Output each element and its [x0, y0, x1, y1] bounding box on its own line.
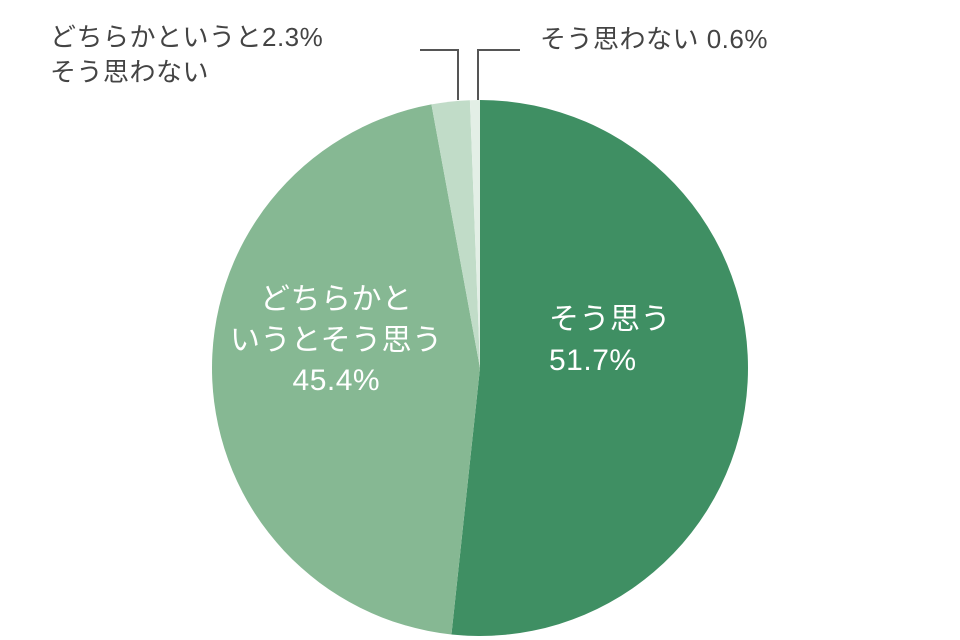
leader-line	[420, 50, 458, 100]
pie-callout-label: そう思わない 0.6%	[540, 22, 768, 57]
pie-slice-label: そう思う 51.7%	[549, 300, 671, 381]
pie-callout-label: どちらかというと2.3% そう思わない	[50, 20, 323, 90]
pie-slice-label: どちらかと いうとそう思う 45.4%	[230, 280, 443, 402]
leader-line	[478, 50, 520, 100]
chart-container: そう思う 51.7% どちらかと いうとそう思う 45.4% どちらかというと2…	[0, 0, 960, 640]
pie-chart	[0, 0, 960, 640]
